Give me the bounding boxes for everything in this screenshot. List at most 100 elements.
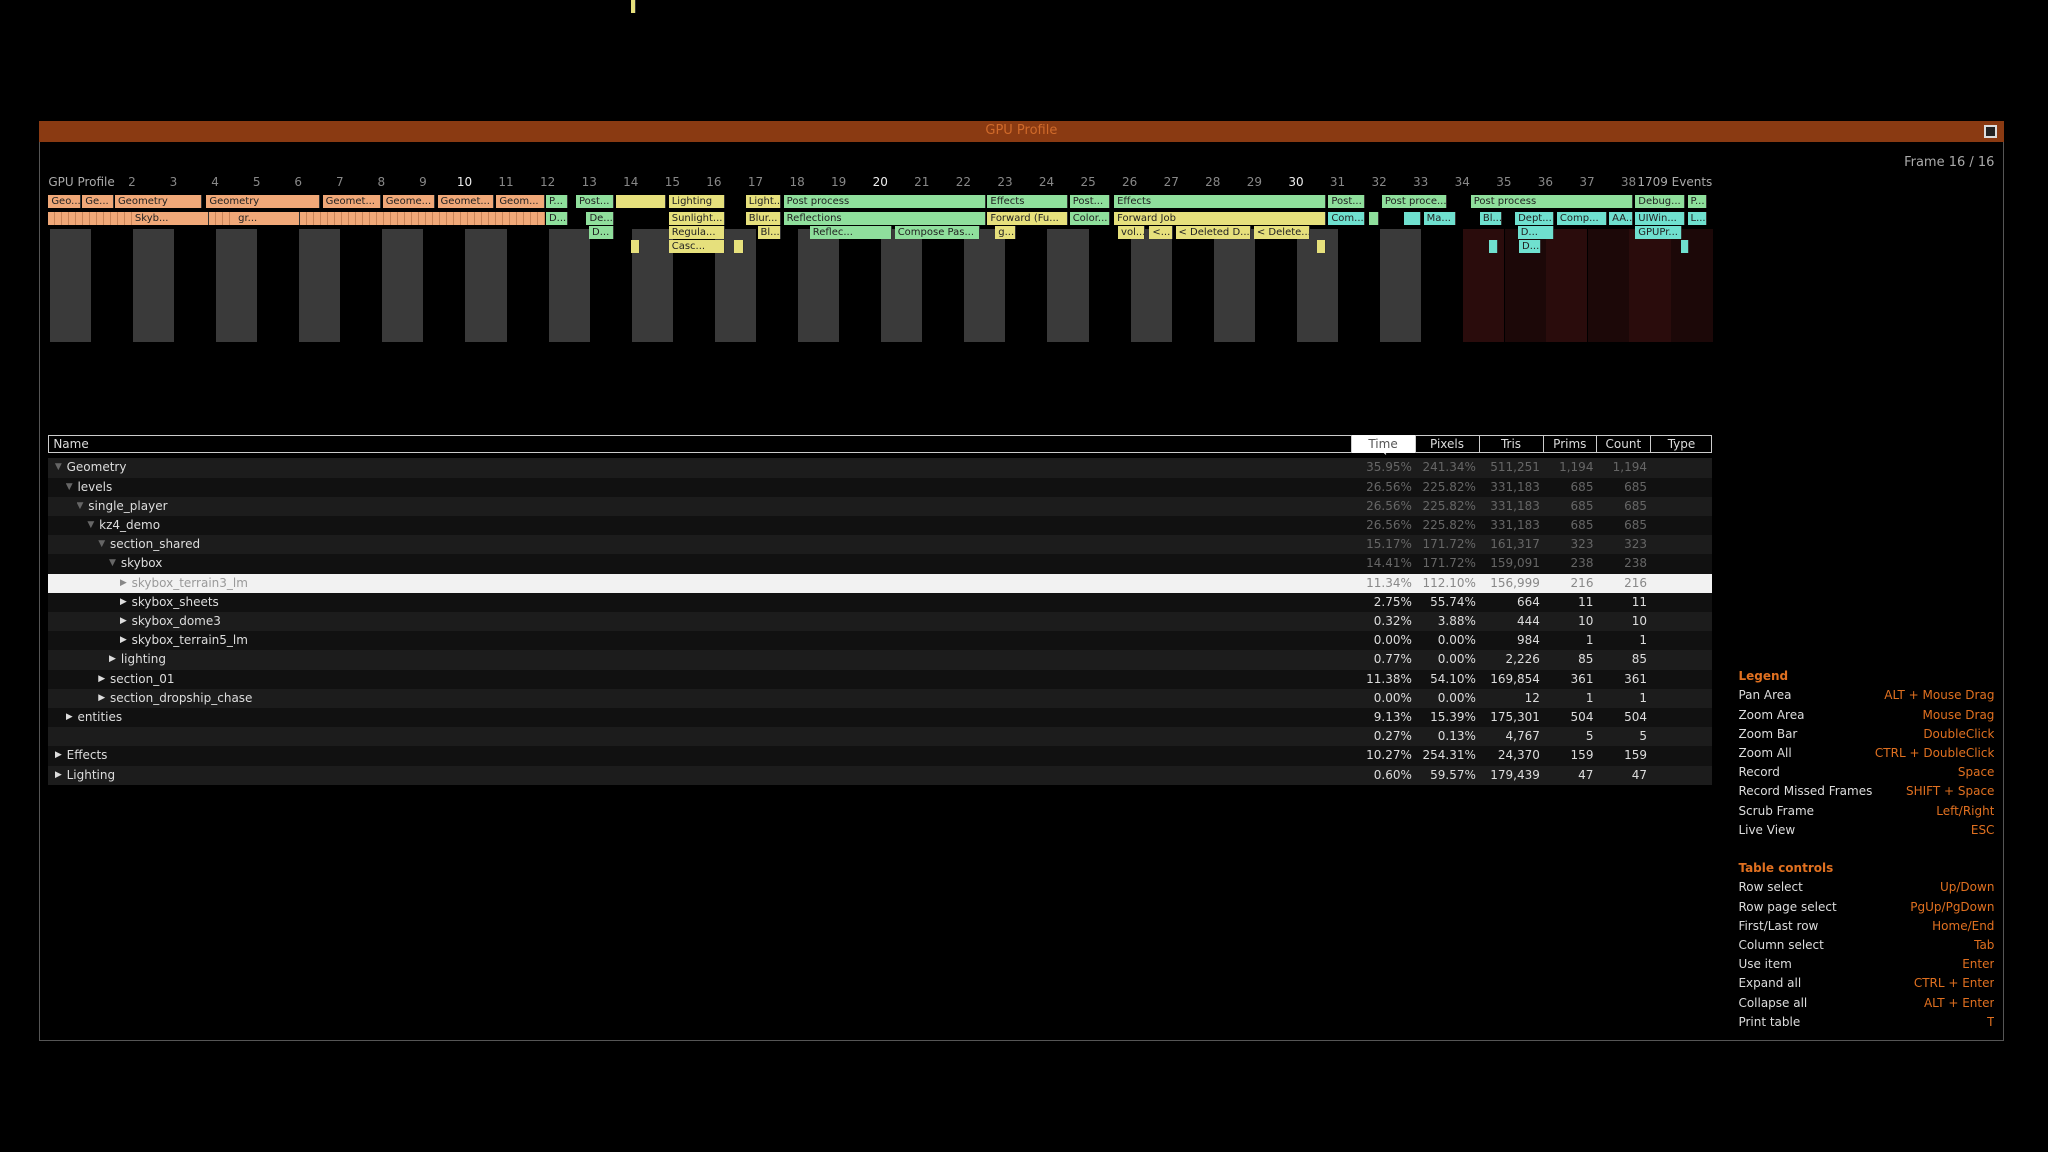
column-header[interactable]: Pixels — [1414, 434, 1479, 454]
timeline-block[interactable]: GPUPr... — [1635, 225, 1683, 239]
table-row[interactable] — [48, 746, 1713, 766]
row-name: skybox_dome3 — [131, 614, 221, 629]
timeline-block[interactable]: Com... — [1328, 211, 1365, 225]
timeline-block[interactable]: P... — [1687, 194, 1708, 208]
legend-shortcut: Space — [1957, 765, 1995, 780]
timeline-block[interactable]: P... — [545, 194, 569, 208]
timeline-block[interactable]: vol... — [1118, 225, 1146, 239]
timeline-block[interactable]: Ma... — [1423, 211, 1457, 225]
frame-number: 38 — [1620, 175, 1637, 190]
tree-toggle[interactable]: ▶ — [98, 673, 106, 684]
table-row[interactable] — [48, 727, 1713, 747]
table-row[interactable] — [48, 458, 1713, 478]
timeline-block[interactable]: Regula... — [668, 225, 725, 239]
timeline-block[interactable]: D... — [545, 211, 569, 225]
timeline-block[interactable]: Dept... — [1515, 211, 1555, 225]
table-row[interactable] — [48, 554, 1713, 574]
timeline-block[interactable]: Post process — [783, 194, 987, 208]
tree-toggle[interactable]: ▶ — [119, 596, 127, 607]
column-header[interactable]: Tris — [1478, 434, 1543, 454]
timeline-block[interactable]: De... — [586, 211, 614, 225]
column-header[interactable]: Prims — [1542, 434, 1597, 454]
close-button[interactable] — [1984, 125, 1998, 139]
timeline-block[interactable]: D... — [589, 225, 614, 239]
tree-toggle[interactable]: ▼ — [98, 539, 106, 550]
tree-toggle[interactable]: ▶ — [54, 750, 62, 761]
table-row[interactable] — [48, 650, 1713, 670]
timeline-block[interactable]: gr... — [235, 211, 301, 225]
timeline-block[interactable]: Color... — [1069, 211, 1111, 225]
timeline-block[interactable]: L... — [1687, 211, 1708, 225]
timeline-block[interactable]: Geomet... — [437, 194, 494, 208]
row-cell: 0.00% — [1373, 633, 1412, 648]
column-header[interactable]: Type — [1649, 434, 1713, 454]
table-row[interactable] — [48, 708, 1713, 728]
timeline-block[interactable]: Debug... — [1635, 194, 1685, 208]
timeline-block[interactable]: Geome... — [382, 194, 435, 208]
legend-shortcut: SHIFT + Space — [1905, 784, 1995, 799]
tree-toggle[interactable]: ▼ — [54, 462, 62, 473]
timeline-block[interactable]: Forward (Fu... — [987, 211, 1069, 225]
timeline-block[interactable]: Effects — [1114, 194, 1326, 208]
timeline-block[interactable]: Comp... — [1556, 211, 1607, 225]
timeline-block[interactable]: Blur... — [745, 211, 782, 225]
timeline-block[interactable]: AA... — [1609, 211, 1633, 225]
timeline-block[interactable]: D... — [1517, 225, 1555, 239]
timeline-block[interactable]: Compose Pas... — [894, 225, 980, 239]
timeline-block[interactable]: < Delete... — [1253, 225, 1311, 239]
tree-toggle[interactable]: ▶ — [109, 654, 116, 665]
timeline-block[interactable]: Casc... — [668, 240, 725, 254]
column-header[interactable]: Time — [1350, 434, 1415, 454]
timeline-block[interactable]: Geomet... — [322, 194, 382, 208]
tree-toggle[interactable]: ▼ — [87, 520, 95, 531]
timeline-block[interactable]: Post... — [1069, 194, 1111, 208]
tree-toggle[interactable]: ▶ — [54, 769, 62, 780]
table-row[interactable] — [48, 688, 1713, 709]
table-row[interactable] — [48, 669, 1713, 689]
timeline-block[interactable]: D... — [1519, 240, 1542, 254]
table-row[interactable] — [48, 631, 1713, 651]
timeline-block[interactable]: Geometry — [206, 194, 320, 208]
timeline-block[interactable]: Forward Job — [1114, 211, 1326, 225]
table-row[interactable] — [48, 573, 1713, 593]
timeline-block[interactable]: Ge... — [82, 194, 114, 208]
timeline-block[interactable]: Lighting — [668, 194, 725, 208]
tree-toggle[interactable]: ▼ — [76, 500, 84, 511]
timeline-block[interactable]: g... — [995, 225, 1017, 239]
table-controls-title: Table controls — [1738, 860, 1834, 875]
timeline-block[interactable]: Post process — [1470, 194, 1633, 208]
tree-toggle[interactable]: ▶ — [65, 712, 73, 723]
tree-toggle[interactable]: ▼ — [65, 481, 73, 492]
timeline-block[interactable]: Effects — [987, 194, 1069, 208]
tree-toggle[interactable]: ▶ — [119, 635, 127, 646]
table-row[interactable] — [48, 612, 1713, 632]
table-row[interactable] — [48, 765, 1713, 785]
timeline-block[interactable]: Post... — [1328, 194, 1365, 208]
timeline-block[interactable]: Bl... — [1479, 211, 1503, 225]
tree-toggle[interactable]: ▶ — [119, 577, 127, 588]
column-header[interactable]: Name — [48, 434, 1350, 454]
tree-toggle[interactable]: ▶ — [98, 692, 106, 703]
timeline-block[interactable]: Post... — [576, 194, 614, 208]
tree-toggle[interactable]: ▼ — [109, 558, 116, 569]
timeline-block[interactable]: Geom... — [496, 194, 545, 208]
table-row[interactable] — [48, 592, 1713, 613]
timeline-block[interactable]: Sunlight... — [668, 211, 725, 225]
timeline-block[interactable]: <... — [1149, 225, 1173, 239]
table-row[interactable] — [48, 496, 1713, 517]
timeline-block[interactable]: Skyb... — [131, 211, 209, 225]
timeline-block[interactable]: Reflec... — [809, 225, 893, 239]
timeline-block[interactable]: Light... — [745, 194, 782, 208]
tree-toggle[interactable]: ▶ — [119, 616, 127, 627]
column-header[interactable]: Count — [1596, 434, 1650, 454]
timeline-block[interactable]: Reflections — [783, 211, 987, 225]
table-row[interactable] — [48, 516, 1713, 536]
timeline-block[interactable]: Geo... — [48, 194, 81, 208]
timeline-block[interactable]: Post proce... — [1381, 194, 1448, 208]
timeline-block[interactable]: < Deleted D... — [1175, 225, 1252, 239]
timeline-block[interactable]: Geometry — [114, 194, 203, 208]
table-row[interactable] — [48, 535, 1713, 555]
timeline-block[interactable]: Bl... — [757, 225, 782, 239]
timeline-block[interactable]: UIWin... — [1635, 211, 1685, 225]
table-row[interactable] — [48, 477, 1713, 497]
